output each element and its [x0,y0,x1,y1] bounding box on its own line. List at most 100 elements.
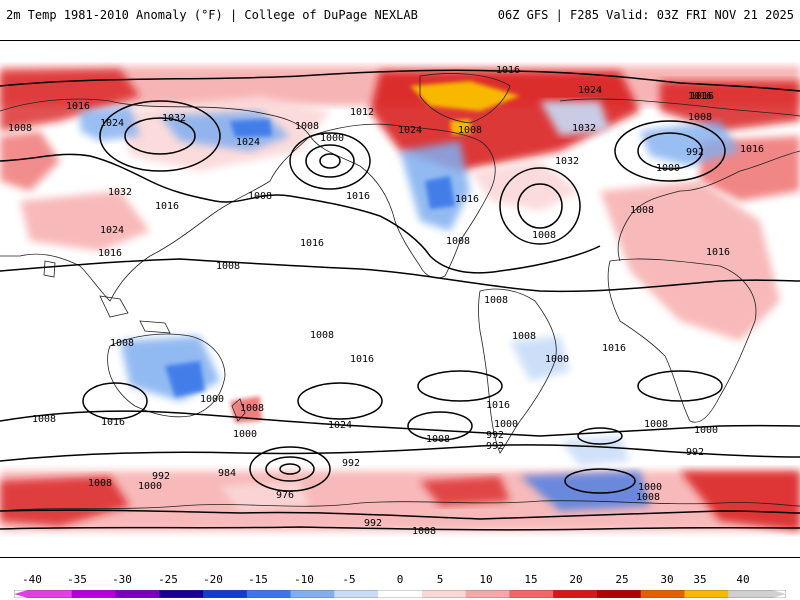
contour-label: 1008 [88,478,112,489]
colorbar-cell [246,590,292,598]
contour-label: 1008 [644,419,668,430]
contour-label: 1000 [233,429,257,440]
contour-label: 1032 [555,156,579,167]
colorbar-tick-label: 40 [736,573,750,586]
contour-label: 1008 [240,403,264,414]
colorbar-cell [159,590,204,598]
colorbar-tick-label: 35 [693,573,707,586]
colorbar-cell [290,590,335,598]
contour-label: 1012 [350,107,374,118]
contour-label: 1000 [656,163,680,174]
contour-label: 1024 [398,125,422,136]
colorbar-tick-label: 30 [660,573,674,586]
contour-label: 1008 [8,123,32,134]
contour-label: 1016 [690,91,714,102]
colorbar-tick-label: 25 [615,573,629,586]
contour-label: 1016 [602,343,626,354]
colorbar-cell [509,590,554,598]
contour-label: 1008 [688,112,712,123]
contour-label: 1008 [458,125,482,136]
contour-label: 1008 [630,205,654,216]
colorbar: -40 -35 -30 -25 -20 -15 -10 -5 0 5 10 15… [0,565,800,600]
contour-label: 1016 [98,248,122,259]
colorbar-cell [334,590,379,598]
contour-label: 1008 [32,414,56,425]
colorbar-cell [378,590,423,598]
colorbar-tick-label: -10 [294,573,314,586]
contour-label: 1016 [101,417,125,428]
colorbar-strip [14,590,786,598]
contour-label: 992 [152,471,170,482]
contour-label: 1008 [512,331,536,342]
colorbar-high-arrow [772,590,786,598]
colorbar-tick-label: -20 [203,573,223,586]
contour-label: 1008 [110,338,134,349]
contour-label: 1024 [328,420,352,431]
pressure-contours [0,69,800,531]
contour-label: 976 [276,490,294,501]
contour-label: 1008 [426,434,450,445]
contour-label: 1000 [200,394,224,405]
colorbar-cell [115,590,160,598]
coastlines [0,73,800,512]
colorbar-tick-label: 0 [396,573,404,586]
colorbar-tick-label: -5 [342,573,356,586]
colorbar-cell [71,590,117,598]
contour-label: 1008 [636,492,660,503]
contour-labels: 1016 1016 1024 1008 1032 1016 1024 1016 … [8,65,764,537]
colorbar-tick-label: 15 [524,573,538,586]
map-title: 2m Temp 1981-2010 Anomaly (°F) | College… [6,8,418,22]
contour-label: 1000 [638,482,662,493]
contour-label: 1016 [346,191,370,202]
contour-label: 1016 [740,144,764,155]
contour-label: 1008 [532,230,556,241]
contour-label: 1016 [486,400,510,411]
model-run-info: 06Z GFS | F285 Valid: 03Z FRI NOV 21 202… [497,8,794,22]
colorbar-cell [465,590,510,598]
colorbar-cell [684,590,729,598]
contour-label: 992 [364,518,382,529]
contour-label: 1000 [545,354,569,365]
contour-label: 1024 [578,85,602,96]
colorbar-tick-label: -40 [22,573,42,586]
contour-label: 1024 [100,118,124,129]
contour-label: 992 [686,147,704,158]
contour-label: 992 [486,441,504,452]
contour-label: 1016 [688,91,712,102]
contour-label: 1016 [155,201,179,212]
colorbar-cell [28,590,73,598]
colorbar-cell [640,590,685,598]
colorbar-cell [421,590,467,598]
contour-label: 992 [486,430,504,441]
colorbar-cell [596,590,642,598]
colorbar-tick-label: 10 [479,573,493,586]
contour-label: 1032 [572,123,596,134]
contour-label: 1000 [138,481,162,492]
colorbar-cell [728,590,773,598]
contour-label: 1000 [694,425,718,436]
contour-label: 1016 [455,194,479,205]
contour-label: 992 [686,447,704,458]
map-panel[interactable]: 1016 1016 1024 1008 1032 1016 1024 1016 … [0,40,800,558]
contour-label: 1000 [494,419,518,430]
contour-label: 1016 [300,238,324,249]
contour-label: 1016 [496,65,520,76]
contour-label: 1032 [162,113,186,124]
colorbar-tick-label: 5 [436,573,444,586]
contour-label: 1000 [320,133,344,144]
colorbar-low-arrow [14,590,28,598]
anomaly-shading [0,66,800,531]
contour-label: 1024 [100,225,124,236]
contour-label: 992 [342,458,360,469]
contour-label: 1008 [484,295,508,306]
anomaly-map[interactable]: 1016 1016 1024 1008 1032 1016 1024 1016 … [0,41,800,558]
contour-label: 1032 [108,187,132,198]
contour-label: 1016 [66,101,90,112]
colorbar-cell [553,590,598,598]
contour-label: 1016 [350,354,374,365]
colorbar-tick-label: -15 [248,573,268,586]
contour-label: 1008 [412,526,436,537]
contour-label: 1008 [310,330,334,341]
colorbar-tick-label: 20 [569,573,583,586]
contour-label: 984 [218,468,236,479]
